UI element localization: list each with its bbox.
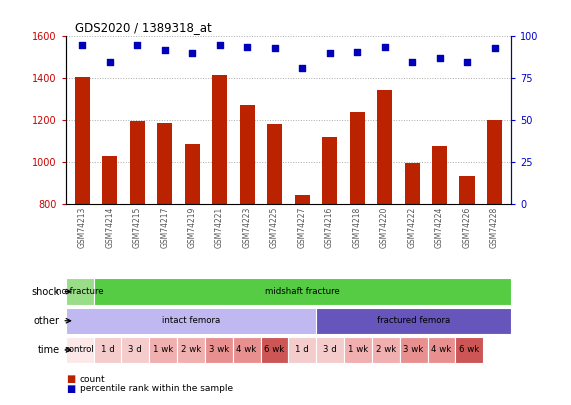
Point xyxy=(132,42,142,48)
Bar xyxy=(377,90,392,204)
Bar xyxy=(102,156,117,204)
Text: count: count xyxy=(80,375,106,384)
Bar xyxy=(316,337,344,363)
Bar xyxy=(177,337,205,363)
Text: ■: ■ xyxy=(66,375,75,384)
Bar xyxy=(400,337,428,363)
Bar xyxy=(149,337,177,363)
Text: 1 wk: 1 wk xyxy=(348,345,368,354)
Bar xyxy=(295,195,309,204)
Bar xyxy=(130,122,144,204)
Text: 3 wk: 3 wk xyxy=(208,345,229,354)
Point xyxy=(160,47,169,53)
Bar xyxy=(288,337,316,363)
Text: fractured femora: fractured femora xyxy=(377,315,451,325)
Point xyxy=(380,43,389,50)
Text: 6 wk: 6 wk xyxy=(459,345,480,354)
Point xyxy=(215,42,224,48)
Point xyxy=(187,50,196,56)
Bar xyxy=(267,124,282,204)
Bar xyxy=(349,112,365,204)
Point xyxy=(325,50,334,56)
Bar xyxy=(75,77,90,204)
Text: other: other xyxy=(34,316,60,326)
Bar xyxy=(212,75,227,204)
Text: control: control xyxy=(65,345,94,354)
Bar xyxy=(344,337,372,363)
Bar xyxy=(456,337,483,363)
Text: no fracture: no fracture xyxy=(56,286,103,296)
Bar xyxy=(404,163,420,204)
Text: 4 wk: 4 wk xyxy=(236,345,257,354)
Point xyxy=(105,58,114,65)
Text: 1 d: 1 d xyxy=(100,345,114,354)
Bar xyxy=(240,104,255,204)
Text: midshaft fracture: midshaft fracture xyxy=(265,286,340,296)
Bar xyxy=(460,176,475,204)
Text: time: time xyxy=(38,345,60,355)
Text: 1 d: 1 d xyxy=(295,345,309,354)
Point xyxy=(435,55,444,62)
Text: 4 wk: 4 wk xyxy=(431,345,452,354)
Point xyxy=(270,45,279,51)
Bar xyxy=(233,337,260,363)
Bar xyxy=(322,137,337,204)
Text: GDS2020 / 1389318_at: GDS2020 / 1389318_at xyxy=(75,21,211,34)
Text: 3 d: 3 d xyxy=(128,345,142,354)
Text: shock: shock xyxy=(32,287,60,296)
Bar xyxy=(372,337,400,363)
Text: percentile rank within the sample: percentile rank within the sample xyxy=(80,384,233,393)
Bar xyxy=(94,337,122,363)
Point xyxy=(490,45,499,51)
Text: 3 wk: 3 wk xyxy=(404,345,424,354)
Text: 6 wk: 6 wk xyxy=(264,345,284,354)
Bar xyxy=(205,337,233,363)
Text: 1 wk: 1 wk xyxy=(153,345,173,354)
Text: 2 wk: 2 wk xyxy=(181,345,201,354)
Bar xyxy=(66,337,94,363)
Point xyxy=(243,43,252,50)
Text: 3 d: 3 d xyxy=(323,345,337,354)
Text: intact femora: intact femora xyxy=(162,315,220,325)
Point xyxy=(297,65,307,72)
Bar xyxy=(487,120,502,204)
Bar xyxy=(66,308,316,334)
Text: ■: ■ xyxy=(66,384,75,394)
Point xyxy=(352,48,361,55)
Bar xyxy=(260,337,288,363)
Bar xyxy=(432,147,447,204)
Bar xyxy=(316,308,511,334)
Point xyxy=(78,42,87,48)
Point xyxy=(463,58,472,65)
Text: 2 wk: 2 wk xyxy=(376,345,396,354)
Point xyxy=(408,58,417,65)
Bar xyxy=(184,145,200,204)
Bar xyxy=(122,337,149,363)
Bar xyxy=(157,124,172,204)
Bar xyxy=(66,279,94,305)
Bar xyxy=(428,337,456,363)
